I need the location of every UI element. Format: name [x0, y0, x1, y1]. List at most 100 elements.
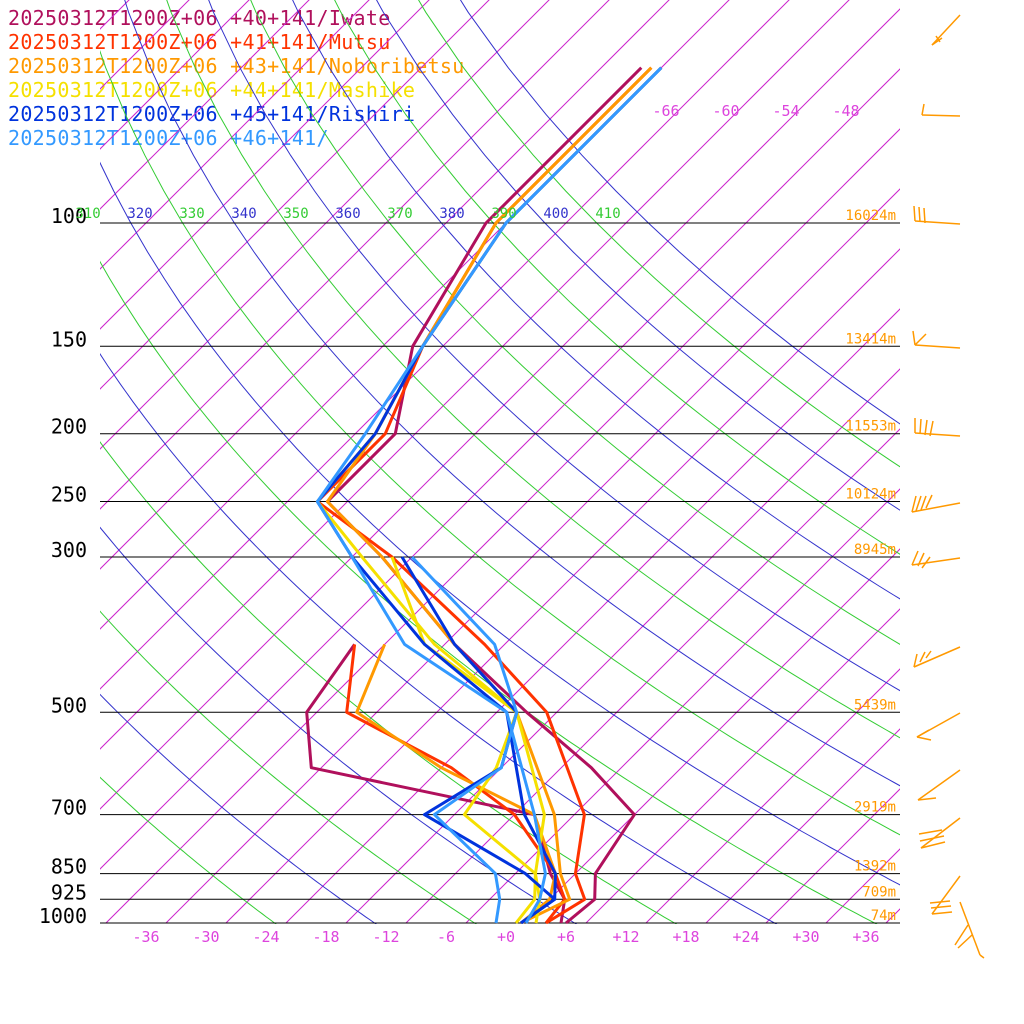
- wind-barb-staff: [917, 769, 961, 801]
- legend-entry: 20250312T1200Z+06 +43+141/Noboribetsu: [8, 54, 465, 78]
- height-label: 11553m: [845, 419, 896, 435]
- isotherm: [946, 0, 1024, 923]
- wind-barb-flags: [921, 103, 925, 116]
- dry-adiabat: [292, 0, 900, 600]
- temperature-line-1: [315, 66, 653, 924]
- wind-barb-staff: [931, 14, 961, 46]
- isotherm: [100, 0, 790, 690]
- wind-barb-flags: [911, 494, 933, 513]
- dewpoint-line-5: [410, 555, 519, 924]
- legend: 20250312T1200Z+06 +40+141/Iwate 20250312T…: [8, 6, 465, 150]
- wind-barbs: [911, 14, 985, 959]
- theta-label: 320: [127, 206, 152, 222]
- dry-adiabat: [166, 0, 900, 739]
- dry-adiabat: [100, 526, 578, 924]
- wind-barb-flags: [913, 205, 926, 224]
- pressure-label: 1000: [39, 904, 87, 928]
- pressure-label: 700: [51, 796, 87, 820]
- dry-adiabat: [418, 0, 900, 468]
- isotherm: [0, 0, 65, 923]
- isotherm: [405, 428, 900, 924]
- wind-barb-flags: [913, 650, 932, 668]
- wind-barb-flags: [916, 729, 932, 741]
- isotherm: [825, 848, 900, 924]
- pressure-label: 300: [51, 538, 87, 562]
- wind-barb-flags: [954, 924, 985, 959]
- dry-adiabat: [459, 0, 900, 425]
- profiles: [305, 66, 663, 924]
- theta-label: 340: [231, 206, 256, 222]
- theta-label: 400: [543, 206, 568, 222]
- isotherm: [0, 0, 125, 923]
- wind-barb-staff: [911, 557, 961, 566]
- temperature-tick: +18: [672, 928, 699, 946]
- isotherm: [100, 0, 610, 510]
- dry-adiabat: [100, 161, 900, 886]
- temperature-tick: -24: [252, 928, 279, 946]
- temperature-tick: +30: [792, 928, 819, 946]
- wind-barb-staff: [920, 817, 961, 849]
- height-label: 5439m: [854, 697, 896, 713]
- upper-isotherm-label: -60: [712, 102, 739, 120]
- height-label: 709m: [862, 884, 896, 900]
- theta-label: 360: [335, 206, 360, 222]
- dry-adiabat: [376, 0, 900, 511]
- wind-barb-flags: [918, 829, 946, 849]
- height-label: 10124m: [845, 487, 896, 503]
- height-label: 13414m: [845, 331, 896, 347]
- dry-adiabat: [100, 50, 900, 836]
- isotherm: [525, 548, 900, 924]
- height-label: 1392m: [854, 859, 896, 875]
- isotherm: [100, 0, 490, 390]
- wind-barb-flags: [912, 330, 927, 346]
- dry-adiabat: [250, 0, 900, 645]
- legend-entry: 20250312T1200Z+06 +40+141/Iwate: [8, 6, 391, 30]
- height-label: 2919m: [854, 800, 896, 816]
- axis-labels: -36 -30 -24 -18 -12 -6 +0 +6 +12 +18 +24 +30 +36 -66 -…: [75, 102, 896, 946]
- wind-barb-staff: [914, 432, 961, 437]
- dry-adiabat: [100, 610, 477, 924]
- isotherm: [100, 0, 850, 750]
- temperature-tick: +6: [557, 928, 575, 946]
- wind-barb-staff: [914, 344, 961, 349]
- wind-barb-staff: [911, 502, 961, 513]
- upper-isotherm-label: -66: [652, 102, 679, 120]
- isotherm: [165, 188, 900, 924]
- wind-barb-staff: [914, 220, 961, 225]
- dry-adiabat: [208, 0, 900, 692]
- isotherm: [100, 0, 550, 450]
- wind-barb-staff: [913, 646, 961, 668]
- dry-adiabat: [100, 260, 878, 924]
- isotherm: [705, 728, 900, 924]
- pressure-label: 100: [51, 204, 87, 228]
- wind-barb-staff: [931, 875, 961, 915]
- wind-barb-flags: [911, 550, 931, 569]
- isotherm: [765, 788, 900, 924]
- legend-entry: 20250312T1200Z+06 +46+141/: [8, 126, 329, 150]
- theta-label: 350: [283, 206, 308, 222]
- temperature-tick: -12: [372, 928, 399, 946]
- wind-barb-staff: [921, 114, 961, 117]
- wind-barb-flags: [929, 900, 953, 915]
- isotherm: [100, 0, 370, 270]
- pressure-label: 150: [51, 327, 87, 351]
- upper-isotherm-label: -54: [772, 102, 799, 120]
- height-label: 8945m: [854, 542, 896, 558]
- isotherm: [100, 0, 430, 330]
- pressure-label: 250: [51, 483, 87, 507]
- dry-adiabat: [100, 693, 377, 924]
- temperature-tick: -6: [437, 928, 455, 946]
- temperature-line-5: [315, 66, 663, 924]
- isotherm: [100, 0, 130, 30]
- pressure-label: 850: [51, 855, 87, 879]
- dry-adiabat: [100, 353, 778, 924]
- pressure-label: 500: [51, 693, 87, 717]
- isotherm: [885, 908, 900, 924]
- isotherm: [100, 0, 670, 570]
- wind-barb-flags: [914, 418, 934, 437]
- pressure-label: 925: [51, 880, 87, 904]
- dry-adiabat: [100, 776, 277, 924]
- upper-isotherm-label: -48: [832, 102, 859, 120]
